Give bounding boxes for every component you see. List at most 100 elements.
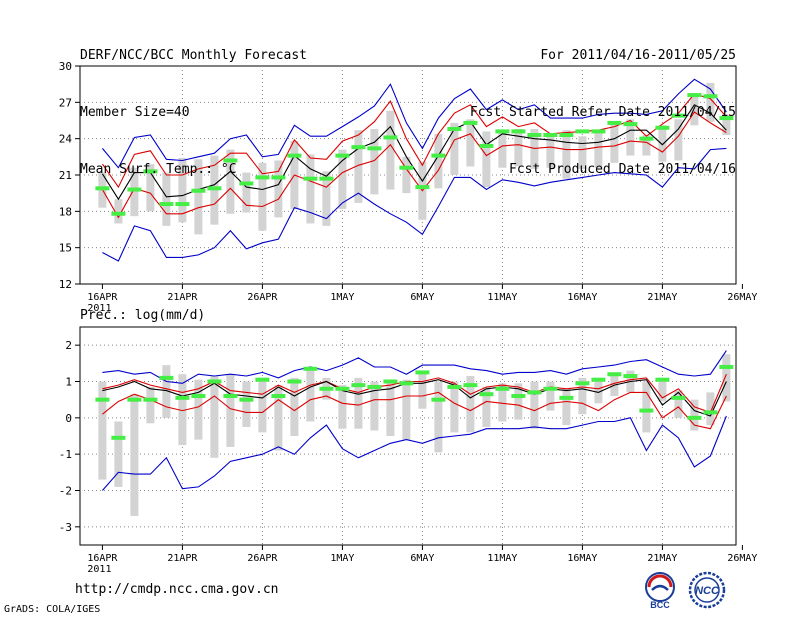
prec-member-marker <box>367 384 382 389</box>
temp-y-tick-label: 12 <box>59 278 72 291</box>
temp-member-marker <box>255 175 270 180</box>
prec-member-marker <box>303 366 318 371</box>
prec-range-bar <box>498 383 507 422</box>
prec-spread-upper-line <box>102 373 727 414</box>
prec-member-marker <box>239 397 254 402</box>
prec-range-bar <box>386 381 395 436</box>
temp-x-tick-label: 26APR <box>247 292 278 303</box>
prec-range-bar <box>258 377 267 433</box>
temp-range-bar <box>690 95 699 126</box>
temp-member-marker <box>287 153 302 158</box>
prec-member-marker <box>319 386 334 391</box>
prec-member-marker <box>399 381 414 386</box>
temp-x-year-label: 2011 <box>87 303 111 314</box>
temp-x-tick-label: 11MAY <box>487 292 517 303</box>
prec-spread-lower-line <box>102 391 727 430</box>
prec-y-tick-label: 2 <box>65 339 72 352</box>
temp-spread-lower-line <box>101 111 727 219</box>
prec-member-marker <box>655 377 670 382</box>
prec-range-bar <box>306 370 315 422</box>
temp-range-bar <box>338 149 347 209</box>
prec-ensemble-mean-line <box>102 379 727 417</box>
temp-member-marker <box>495 129 510 134</box>
temp-range-bar <box>370 128 379 195</box>
prec-member-marker <box>95 397 110 402</box>
temp-range-bar <box>642 135 651 156</box>
temp-range-bar <box>258 162 267 231</box>
prec-range-bar <box>546 381 555 411</box>
temp-range-bar <box>194 159 203 235</box>
prec-max-line <box>102 350 727 384</box>
prec-member-marker <box>479 392 494 397</box>
temp-member-marker <box>671 113 686 118</box>
temp-range-bar <box>546 135 555 168</box>
temp-range-bar <box>706 82 715 122</box>
prec-range-bar <box>594 377 603 404</box>
prec-range-bar <box>434 381 443 453</box>
prec-range-bar <box>466 376 475 433</box>
member-size-label: Member Size=40 <box>80 105 190 120</box>
temp-range-bar <box>498 130 507 168</box>
prec-member-marker <box>383 379 398 384</box>
temp-range-bar <box>722 114 731 136</box>
temp-range-bar <box>466 119 475 167</box>
temp-member-marker <box>143 169 158 174</box>
prec-range-bar <box>130 394 139 516</box>
temp-range-bar <box>658 125 667 162</box>
prec-range-bar <box>690 399 699 431</box>
prec-member-marker <box>495 386 510 391</box>
temp-member-marker <box>719 116 734 121</box>
temp-range-bar <box>162 172 171 226</box>
prec-range-bar <box>658 379 667 402</box>
prec-member-marker <box>447 384 462 389</box>
temp-range-bar <box>322 171 331 226</box>
forecast-start-label: Fcst Started Refer Date 2011/04/15 <box>469 105 736 120</box>
prec-range-bar <box>642 381 651 433</box>
temp-member-marker <box>655 125 670 130</box>
temp-member-marker <box>367 146 382 151</box>
temp-member-marker <box>591 129 606 134</box>
bcc-logo-text: BCC <box>650 600 670 610</box>
temp-range-bar <box>226 149 235 214</box>
prec-member-marker <box>527 390 542 395</box>
temp-range-bar <box>610 124 619 163</box>
temp-member-marker <box>415 185 430 190</box>
temp-range-bar <box>434 133 443 189</box>
temp-x-tick-label: 6MAY <box>410 292 434 303</box>
temp-member-marker <box>575 129 590 134</box>
prec-x-tick-label: 11MAY <box>487 553 517 564</box>
prec-range-bar <box>402 379 411 440</box>
temp-range-bar <box>514 128 523 167</box>
prec-x-tick-label: 16MAY <box>567 553 597 564</box>
temp-member-marker <box>175 202 190 207</box>
prec-range-bar <box>146 386 155 424</box>
temp-member-marker <box>319 176 334 181</box>
prec-member-marker <box>543 386 558 391</box>
temp-member-marker <box>335 153 350 158</box>
temp-y-tick-label: 15 <box>59 242 72 255</box>
prec-member-marker <box>335 386 350 391</box>
prec-range-bar <box>162 365 171 418</box>
prec-member-marker <box>591 377 606 382</box>
temp-member-marker <box>95 186 110 191</box>
temp-x-tick-label: 16APR <box>87 292 118 303</box>
prec-member-marker <box>127 397 142 402</box>
temp-range-bar <box>242 172 251 213</box>
temp-member-marker <box>111 211 126 216</box>
prec-member-marker <box>703 410 718 415</box>
temp-range-bar <box>354 130 363 203</box>
prec-member-marker <box>143 397 158 402</box>
prec-range-bar <box>450 381 459 433</box>
prec-member-marker <box>623 374 638 379</box>
ncc-logo-text: NCC <box>695 585 720 597</box>
temp-member-marker <box>623 122 638 127</box>
temp-member-marker <box>703 94 718 99</box>
prec-member-marker <box>207 379 222 384</box>
temp-member-marker <box>687 93 702 98</box>
prec-range-bar <box>562 388 571 426</box>
temp-member-marker <box>447 126 462 131</box>
temp-range-bar <box>146 164 155 212</box>
temp-range-bar <box>482 131 491 188</box>
temp-y-tick-label: 21 <box>59 169 72 182</box>
